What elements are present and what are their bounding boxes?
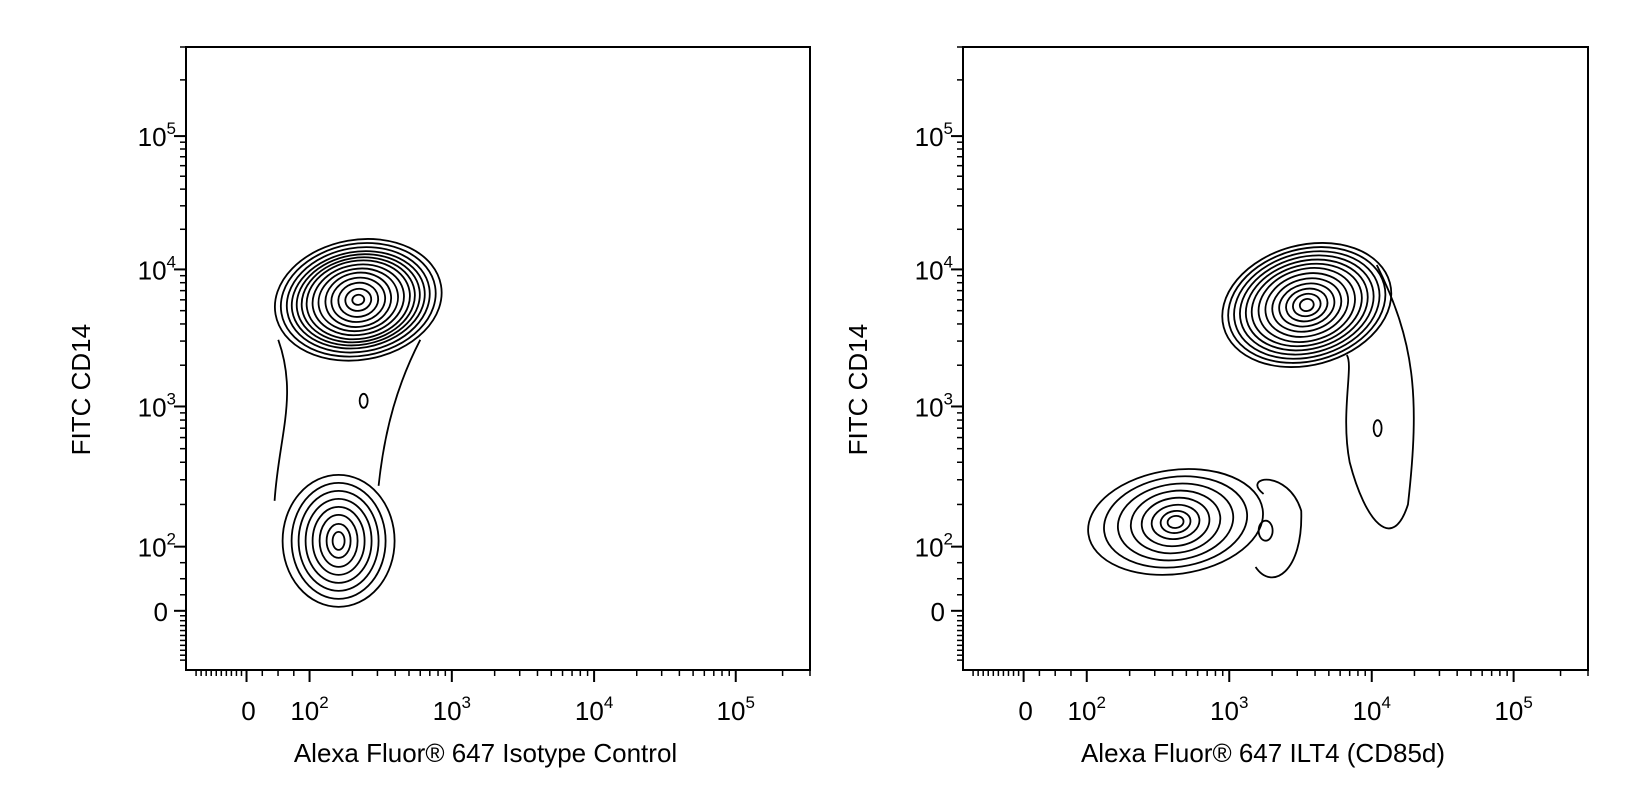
contour-level [325,522,352,559]
contour-level [285,246,431,354]
x-tick-label: 0 [241,696,255,726]
y-tick-label: 103 [138,389,176,422]
contour-level [273,238,443,362]
y-tick-label: 0 [154,597,168,627]
x-axis-title: Alexa Fluor® 647 ILT4 (CD85d) [1081,738,1445,768]
contour-level [1250,262,1363,348]
contour-level [1264,272,1350,338]
contour-level [290,481,387,600]
x-tick-label: 103 [1210,693,1248,726]
contour-lines [1087,242,1415,579]
y-tick-label: 104 [138,252,176,285]
contour-level [1166,515,1185,529]
contour-level [281,473,396,608]
contour-level [295,253,421,347]
y-tick-label: 104 [915,252,953,285]
contour-envelope [273,339,422,501]
y-tick-label: 105 [915,119,953,152]
contour-level [1244,258,1369,352]
contour-level [1278,282,1336,328]
contour-lines [273,238,443,608]
contour-level [1116,482,1235,562]
contour-level [351,293,366,306]
y-tick-label: 0 [931,597,945,627]
x-tick-label: 104 [1353,693,1391,726]
contour-level [1298,298,1315,312]
contour-level [304,497,373,584]
y-axis-title: FITC CD14 [843,324,873,455]
x-tick-label: 105 [717,693,755,726]
x-tick-label: 0 [1018,696,1032,726]
contour-level [1292,292,1322,318]
plot-frame [185,46,811,671]
x-tick-label: 104 [575,693,613,726]
contour-level [330,276,387,323]
contour-level [317,267,399,333]
contour-level [344,287,373,312]
contour-level [1221,242,1393,368]
contour-level [1239,254,1375,356]
y-tick-label: 105 [138,119,176,152]
contour-level [1103,475,1249,569]
contour-envelope [1254,264,1415,579]
y-tick-label: 102 [915,530,953,563]
contour-level [311,505,366,576]
contour-level [300,256,416,344]
contour-level [1159,509,1192,534]
contour-level [337,281,380,318]
plot-frame [962,46,1589,671]
contour-level [297,489,380,592]
x-tick-label: 105 [1494,693,1532,726]
contour-level [1257,267,1356,343]
contour-level [318,513,359,568]
contour-level [305,259,411,341]
x-tick-label: 103 [433,693,471,726]
contour-level [1271,277,1343,333]
y-axis-title: FITC CD14 [66,324,96,455]
contour-level [279,242,437,358]
y-tick-label: 103 [915,389,953,422]
contour-level [324,271,393,328]
contour-level [1150,503,1201,541]
contour-level [1257,519,1274,542]
contour-level [331,530,346,551]
contour-level [1087,468,1264,576]
contour-level [1233,250,1381,360]
axis-minor-ticks [957,46,1589,676]
contour-level [1372,419,1383,438]
contour-level [311,263,405,337]
x-tick-label: 102 [1068,693,1106,726]
contour-level [358,392,369,409]
x-tick-label: 102 [290,693,328,726]
contour-plot-ilt4-cd85d: 0 102 103 104 105 0 102 103 104 105 Alexa Fluor® 6… [843,46,1589,768]
contour-plot-isotype-control: 0 102 103 104 105 0 102 103 104 105 Alexa Fluor® 6… [66,46,811,768]
contour-level [1140,496,1211,548]
axis-minor-ticks [180,46,811,676]
y-tick-label: 102 [138,530,176,563]
x-axis-title: Alexa Fluor® 647 Isotype Control [294,738,677,768]
contour-level [290,250,426,350]
contour-level [1227,246,1387,364]
contour-level [1285,287,1329,323]
contour-level [1129,489,1222,555]
